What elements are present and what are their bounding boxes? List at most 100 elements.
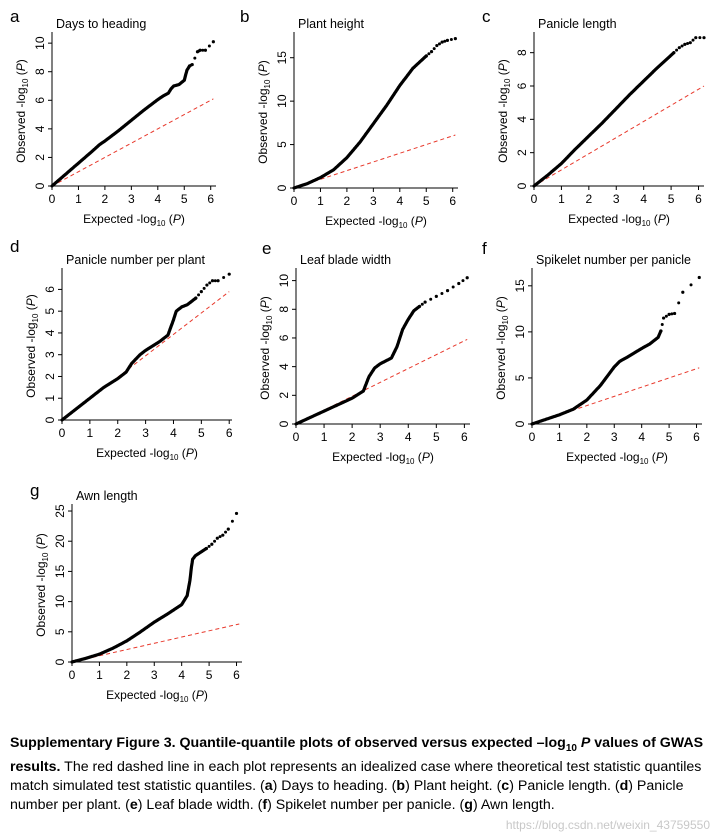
observed-point [694,36,698,40]
y-tick-label: 6 [515,82,529,89]
qq-panel-d: d Panicle number per plant 0 1 2 3 4 5 6 0 1 2 3 4 5 6 E… [10,237,233,462]
observed-point [193,56,197,60]
x-tick-label: 1 [317,194,324,208]
observed-point [420,302,424,306]
x-tick-label: 6 [695,192,702,206]
y-axis-label: Observed -log10 (P) [494,296,510,400]
observed-point [194,296,198,300]
x-tick-label: 0 [49,192,56,206]
observed-point [453,37,457,41]
observed-point [216,279,220,283]
y-tick-label: 5 [275,141,289,148]
x-tick-label: 1 [87,426,94,440]
expected-diagonal-line [533,85,705,187]
x-tick-label: 3 [128,192,135,206]
y-axis-label: Observed -log10 (P) [14,59,30,163]
observed-point [234,511,239,516]
panel-title: Panicle length [538,17,617,31]
observed-point [429,297,433,301]
observed-point [210,279,215,283]
y-tick-label: 0 [33,182,47,189]
x-tick-label: 4 [396,194,403,208]
observed-points-dense [532,51,676,188]
y-tick-label: 5 [43,308,57,315]
observed-point [202,286,206,290]
panel-letter: f [482,239,487,258]
observed-point [429,50,434,54]
y-tick-label: 10 [33,36,47,50]
y-tick-label: 4 [43,329,57,336]
y-axis-label: Observed -log10 (P) [256,60,272,164]
observed-point [691,38,695,42]
x-tick-label: 3 [142,426,149,440]
x-tick-label: 3 [611,430,618,444]
observed-point [417,304,422,309]
x-tick-label: 3 [613,192,620,206]
y-tick-label: 10 [277,274,291,288]
x-axis-label: Expected -log10 (P) [566,450,668,466]
observed-point [451,285,455,289]
observed-point [461,279,465,283]
observed-point [698,36,702,40]
x-tick-label: 5 [668,192,675,206]
observed-point [427,52,431,56]
y-tick-label: 2 [43,373,57,380]
observed-point [457,281,461,286]
x-tick-label: 6 [207,192,214,206]
caption-panel-letter: f [262,796,268,813]
y-tick-label: 10 [275,94,289,108]
caption-panel-letter: b [396,777,406,794]
x-tick-label: 6 [233,668,240,682]
x-axis-label: Expected -log10 (P) [106,688,208,704]
x-tick-label: 5 [666,430,673,444]
observed-point [205,283,209,287]
observed-points-dense [60,296,198,422]
y-tick-label: 5 [53,628,67,635]
panel-title: Spikelet number per panicle [536,253,691,267]
caption-text: ) Panicle length. ( [509,777,620,794]
observed-point [435,43,439,48]
observed-point [227,272,231,276]
x-tick-label: 3 [377,430,384,444]
panel-title: Days to heading [56,17,146,31]
observed-point [203,48,208,52]
y-tick-label: 0 [43,416,57,423]
observed-points-dense [530,329,663,426]
observed-point [207,544,211,548]
observed-point [689,283,693,287]
y-tick-label: 8 [33,68,47,75]
x-axis-label: Expected -log10 (P) [332,450,434,466]
observed-point [201,48,205,52]
observed-point [681,290,685,294]
observed-point [465,276,469,280]
observed-point [434,294,438,298]
caption-text: ) Leaf blade width. ( [137,796,263,813]
y-axis-label: Observed -log10 (P) [496,59,512,163]
x-tick-label: 1 [96,668,103,682]
caption-text: ) Awn length. [472,796,555,813]
x-tick-label: 1 [321,430,328,444]
y-tick-label: 10 [53,595,67,609]
expected-diagonal-line [293,134,456,189]
qq-panel-e: e Leaf blade width 0 1 2 3 4 5 6 0 2 4 6 8 10 Expected … [258,239,470,466]
y-tick-label: 15 [275,51,289,65]
y-tick-label: 15 [513,279,527,293]
observed-point [221,533,225,537]
y-tick-label: 6 [277,334,291,341]
observed-point [211,40,215,44]
observed-point [688,41,692,45]
observed-point [199,289,203,294]
observed-point [218,535,222,539]
x-tick-label: 0 [529,430,536,444]
panel-letter: g [30,481,39,500]
panel-title: Panicle number per plant [66,253,205,267]
y-tick-label: 5 [513,374,527,381]
observed-point [197,49,201,53]
x-tick-label: 1 [558,192,565,206]
y-tick-label: 15 [53,564,67,578]
y-axis-label: Observed -log10 (P) [258,296,274,400]
observed-point [683,42,687,46]
y-tick-label: 0 [53,658,67,665]
expected-diagonal-line [71,623,240,663]
y-tick-label: 10 [513,325,527,339]
